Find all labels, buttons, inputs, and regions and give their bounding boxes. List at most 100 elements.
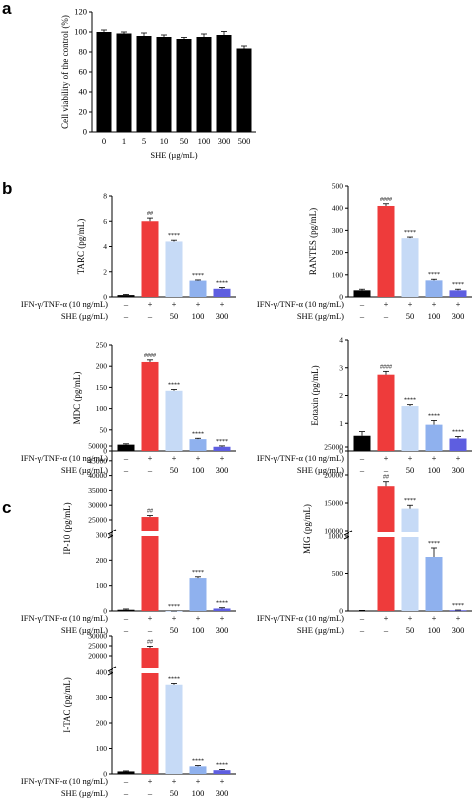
y-tick-label: 60	[79, 67, 88, 77]
y-tick-label: 20	[79, 107, 88, 117]
condition-value: –	[359, 613, 365, 623]
y-tick-label: 300	[96, 531, 108, 540]
y-tick-label: 0	[103, 770, 107, 779]
condition-value: +	[408, 453, 413, 463]
condition-value: 300	[452, 311, 465, 321]
y-tick-label: 100	[74, 27, 87, 37]
axis-break	[343, 530, 353, 536]
bar	[189, 578, 207, 611]
y-tick-label: 25000	[324, 443, 343, 452]
y-tick-label: 100	[96, 581, 108, 590]
condition-value: 50	[170, 465, 179, 475]
bar	[189, 766, 207, 774]
significance-label: ##	[147, 509, 153, 515]
condition-value: +	[456, 453, 461, 463]
condition-value: –	[123, 465, 129, 475]
condition-value: 300	[452, 625, 465, 635]
significance-label: ****	[428, 272, 440, 278]
significance-label: ##	[147, 639, 153, 645]
y-tick-label: 200	[96, 556, 108, 565]
condition-value: 100	[192, 625, 205, 635]
x-tick-label: 0	[102, 136, 106, 146]
y-tick-label: 3	[339, 363, 343, 372]
y-tick-label: 0	[103, 607, 107, 616]
significance-label: ##	[383, 475, 389, 481]
condition-value: 300	[216, 311, 229, 321]
bar	[377, 205, 395, 297]
condition-value: 50	[170, 788, 179, 798]
bar	[449, 438, 467, 451]
condition-value: 50	[406, 625, 415, 635]
condition-value: +	[456, 613, 461, 623]
condition-row-ifn-label: IFN-γ/TNF-α (10 ng/mL)	[21, 299, 108, 309]
condition-row-she-label: SHE (µg/mL)	[297, 465, 344, 475]
condition-value: 300	[216, 625, 229, 635]
x-tick-label: 500	[238, 136, 251, 146]
bar	[401, 508, 419, 611]
y-tick-label: 120	[74, 7, 87, 17]
condition-value: 100	[192, 465, 205, 475]
y-tick-label: 0	[339, 607, 343, 616]
x-axis-label: SHE (µg/mL)	[150, 150, 197, 160]
y-axis-label: RANTES (pg/mL)	[308, 208, 318, 275]
bar	[425, 424, 443, 451]
bar	[216, 35, 232, 132]
condition-value: 50	[170, 311, 179, 321]
y-tick-label: 4	[339, 336, 343, 345]
axis-break	[107, 529, 117, 535]
y-tick-label: 50000	[88, 442, 107, 451]
y-tick-label: 500	[332, 569, 344, 578]
y-axis-label: Cell viability of the control (%)	[60, 15, 70, 129]
significance-label: ****	[404, 398, 416, 404]
y-tick-label: 80	[79, 47, 88, 57]
bar	[165, 684, 183, 774]
condition-value: –	[359, 299, 365, 309]
bar	[353, 610, 371, 612]
significance-label: ****	[168, 676, 180, 682]
significance-label: ##	[147, 211, 153, 217]
condition-value: 300	[216, 465, 229, 475]
bar	[213, 770, 231, 774]
x-tick-label: 5	[142, 136, 146, 146]
x-tick-label: 1	[122, 136, 126, 146]
x-tick-label: 100	[198, 136, 211, 146]
significance-label: ****	[216, 281, 228, 287]
y-tick-label: 25000	[88, 642, 107, 651]
condition-value: 50	[406, 311, 415, 321]
bar	[425, 557, 443, 611]
y-tick-label: 200	[332, 248, 344, 257]
bar	[165, 611, 183, 612]
condition-value: 100	[428, 311, 441, 321]
condition-value: +	[148, 776, 153, 786]
y-tick-label: 1	[339, 419, 343, 428]
y-axis-label: MIG (pg/mL)	[302, 504, 312, 554]
condition-value: –	[359, 465, 365, 475]
bar	[401, 238, 419, 297]
significance-label: ****	[452, 430, 464, 436]
significance-label: ****	[192, 570, 204, 576]
y-tick-label: 15000	[324, 499, 343, 508]
y-tick-label: 30000	[88, 632, 107, 641]
condition-value: –	[383, 311, 389, 321]
condition-row-ifn-label: IFN-γ/TNF-α (10 ng/mL)	[257, 453, 344, 463]
condition-value: +	[384, 453, 389, 463]
condition-value: –	[147, 788, 153, 798]
condition-row-she-label: SHE (µg/mL)	[61, 465, 108, 475]
panel-label-c: c	[2, 498, 11, 517]
significance-label: ####	[380, 364, 392, 370]
y-tick-label: 400	[96, 668, 108, 677]
y-axis-label: I-TAC (pg/mL)	[62, 677, 72, 733]
y-axis-label: Eotaxin (pg/mL)	[310, 365, 320, 425]
condition-value: +	[196, 776, 201, 786]
y-tick-label: 150	[96, 383, 108, 392]
condition-row-she-label: SHE (µg/mL)	[61, 311, 108, 321]
significance-label: ****	[192, 759, 204, 765]
condition-value: +	[148, 453, 153, 463]
y-tick-label: 0	[103, 447, 107, 456]
significance-label: ****	[216, 601, 228, 607]
bar	[117, 295, 135, 297]
bar	[136, 36, 152, 132]
condition-row-ifn-label: IFN-γ/TNF-α (10 ng/mL)	[21, 776, 108, 786]
